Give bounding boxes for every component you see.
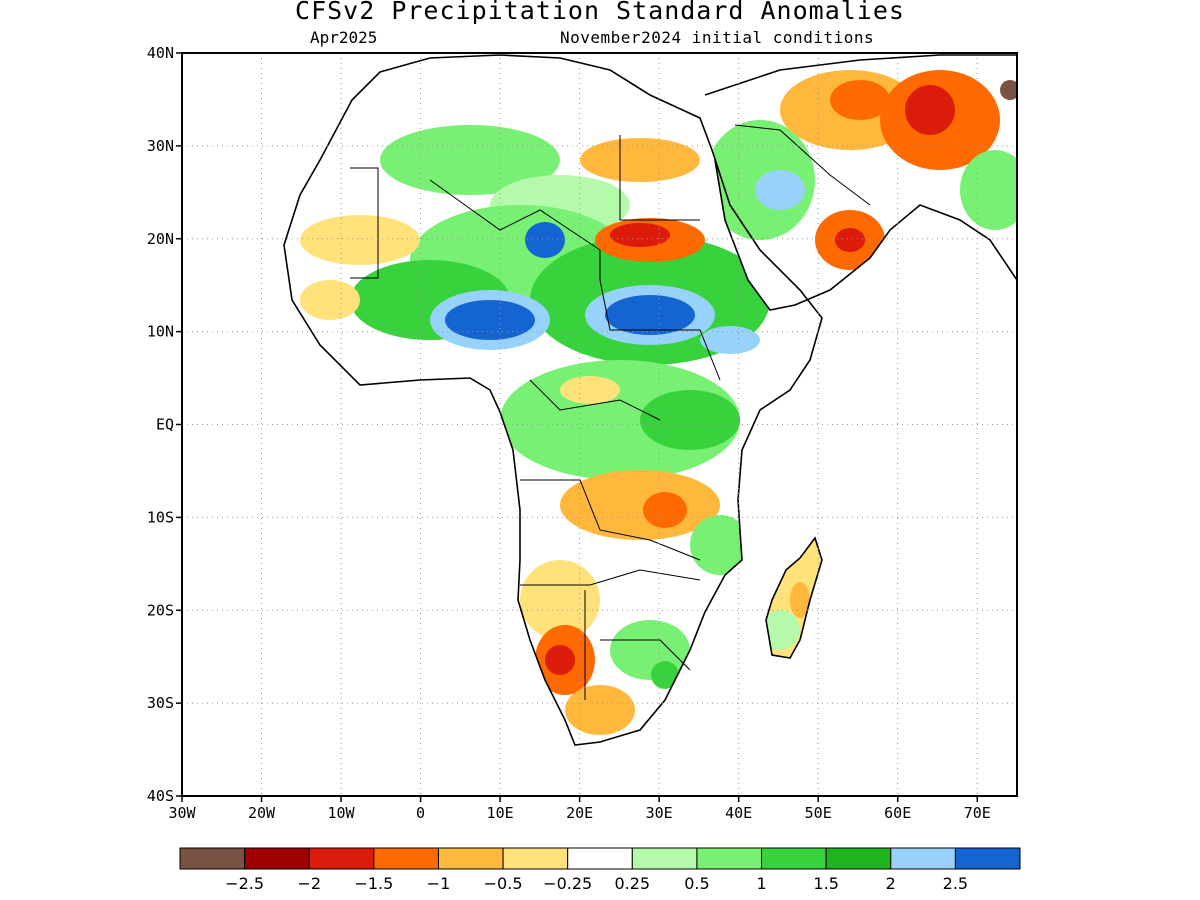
x-tick-label: 60E: [884, 804, 911, 822]
colorbar-swatch: [244, 847, 310, 870]
y-tick-label: 10N: [147, 323, 174, 341]
colorbar-swatch: [696, 847, 763, 870]
x-tick-label: 20E: [566, 804, 593, 822]
colorbar-swatch: [631, 847, 698, 870]
x-tick-label: 40E: [725, 804, 752, 822]
colorbar-label: 0.5: [684, 874, 709, 893]
colorbar-label: 2.5: [943, 874, 968, 893]
x-tick-label: 10W: [328, 804, 356, 822]
y-tick-label: 20S: [147, 601, 174, 619]
colorbar-swatch: [825, 847, 892, 870]
colorbar-label: −2.5: [225, 874, 264, 893]
x-tick-label: 30W: [168, 804, 196, 822]
colorbar-swatch: [179, 847, 246, 870]
y-tick-label: 20N: [147, 230, 174, 248]
colorbar-label: −0.5: [484, 874, 523, 893]
initial-conditions-label: November2024 initial conditions: [560, 28, 875, 47]
colorbar-swatch: [954, 847, 1021, 870]
y-tick-label: 40N: [147, 44, 174, 62]
colorbar-swatch: [567, 847, 633, 870]
x-tick-label: 30E: [646, 804, 673, 822]
x-tick-label: 0: [416, 804, 425, 822]
colorbar-label: 0.25: [614, 874, 650, 893]
colorbar-label: −0.25: [543, 874, 592, 893]
y-tick-label: 10S: [147, 508, 174, 526]
x-tick-label: 50E: [805, 804, 832, 822]
colorbar-swatch: [890, 847, 956, 870]
y-tick-label: 30S: [147, 694, 174, 712]
colorbar-swatch: [761, 847, 827, 870]
colorbar-swatch: [308, 847, 375, 870]
x-tick-label: 10E: [487, 804, 514, 822]
colorbar-label: 1: [756, 874, 766, 893]
colorbar-swatch: [502, 847, 569, 870]
colorbar-swatch: [437, 847, 504, 870]
x-tick-label: 70E: [964, 804, 991, 822]
map-title: CFSv2 Precipitation Standard Anomalies: [295, 0, 905, 25]
colorbar-label: −2: [297, 874, 321, 893]
colorbar-label: 2: [886, 874, 896, 893]
colorbar-label: −1: [427, 874, 451, 893]
colorbar-swatch: [373, 847, 439, 870]
y-tick-label: 40S: [147, 787, 174, 805]
y-tick-label: 30N: [147, 137, 174, 155]
valid-month-label: Apr2025: [310, 28, 378, 47]
colorbar-label: −1.5: [354, 874, 393, 893]
y-tick-label: EQ: [156, 416, 174, 434]
x-tick-label: 20W: [248, 804, 276, 822]
colorbar-label: 1.5: [813, 874, 838, 893]
